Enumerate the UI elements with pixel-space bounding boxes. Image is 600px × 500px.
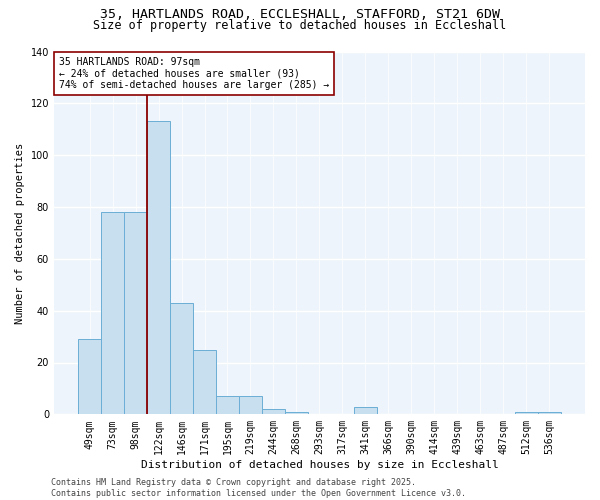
Text: 35 HARTLANDS ROAD: 97sqm
← 24% of detached houses are smaller (93)
74% of semi-d: 35 HARTLANDS ROAD: 97sqm ← 24% of detach… <box>59 57 329 90</box>
Text: Contains HM Land Registry data © Crown copyright and database right 2025.
Contai: Contains HM Land Registry data © Crown c… <box>51 478 466 498</box>
Bar <box>124 212 147 414</box>
X-axis label: Distribution of detached houses by size in Eccleshall: Distribution of detached houses by size … <box>140 460 499 470</box>
Bar <box>538 412 561 414</box>
Text: Size of property relative to detached houses in Eccleshall: Size of property relative to detached ho… <box>94 19 506 32</box>
Bar <box>78 339 101 414</box>
Bar <box>262 409 285 414</box>
Text: 35, HARTLANDS ROAD, ECCLESHALL, STAFFORD, ST21 6DW: 35, HARTLANDS ROAD, ECCLESHALL, STAFFORD… <box>100 8 500 20</box>
Bar <box>354 406 377 414</box>
Bar <box>515 412 538 414</box>
Bar <box>170 303 193 414</box>
Bar <box>285 412 308 414</box>
Bar <box>147 122 170 414</box>
Bar <box>101 212 124 414</box>
Bar <box>216 396 239 414</box>
Bar <box>239 396 262 414</box>
Y-axis label: Number of detached properties: Number of detached properties <box>15 142 25 324</box>
Bar <box>193 350 216 414</box>
